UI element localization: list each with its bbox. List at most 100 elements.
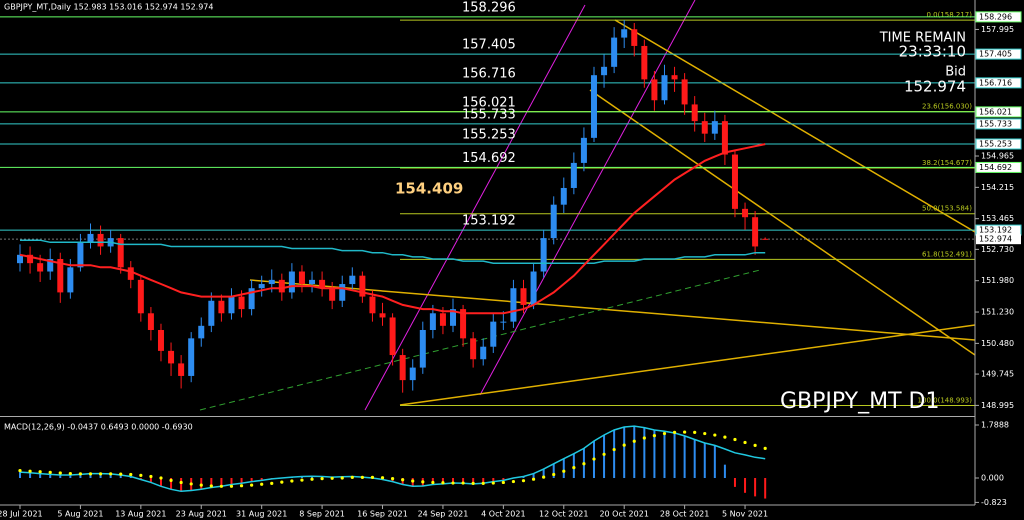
signal-dot — [149, 474, 153, 479]
candle-body — [510, 288, 517, 322]
signal-dot — [572, 466, 576, 470]
macd-bar — [109, 473, 112, 479]
level-label: 156.716 — [462, 66, 516, 81]
fib-label: 38.2(154.677) — [922, 159, 972, 167]
signal-dot — [592, 457, 596, 461]
level-tag — [975, 118, 1022, 130]
candle-body — [188, 338, 195, 376]
candle-body — [681, 79, 688, 105]
macd-bar — [69, 475, 72, 479]
macd-bar — [180, 478, 183, 492]
candle-body — [288, 271, 295, 293]
candle-body — [349, 275, 356, 285]
y-tick-label: 150.480 — [981, 339, 1014, 348]
macd-bar — [552, 463, 555, 479]
candle-body — [500, 321, 507, 323]
x-tick-label: 4 Oct 2021 — [481, 510, 525, 519]
signal-dot — [38, 470, 42, 474]
macd-bar — [754, 478, 757, 497]
candle-body — [97, 233, 104, 247]
x-tick-label: 5 Nov 2021 — [722, 510, 768, 519]
candle-body — [17, 254, 23, 264]
signal-dot — [48, 470, 52, 474]
signal-dot — [330, 476, 334, 480]
macd-bar — [562, 458, 565, 479]
macd-bar — [59, 475, 62, 479]
y-tick-label: 151.230 — [981, 308, 1014, 317]
level-tag — [975, 106, 1022, 118]
candle-body — [178, 363, 185, 376]
signal-dot — [431, 480, 435, 485]
signal-dot — [693, 430, 697, 434]
level-tag — [975, 11, 1022, 23]
candle-body — [268, 279, 275, 285]
signal-dot — [703, 431, 707, 436]
signal-dot — [753, 443, 757, 448]
y-tick-label: 153.465 — [981, 214, 1014, 223]
signal-dot — [582, 462, 586, 466]
candle-body — [560, 187, 567, 205]
price-annotation: 154.409 — [395, 180, 463, 198]
signal-dot — [88, 472, 93, 476]
signal-dot — [370, 475, 375, 480]
candle-body — [248, 288, 255, 310]
trend-line — [199, 269, 761, 411]
level-label: 154.692 — [462, 151, 516, 166]
level-label: 158.296 — [462, 0, 516, 15]
x-tick-label: 28 Jul 2021 — [0, 510, 43, 519]
fib-label: 23.6(156.030) — [922, 103, 972, 111]
signal-dot — [380, 476, 385, 480]
signal-dot — [441, 481, 445, 485]
fib-label: 0.0(158.217) — [926, 11, 972, 19]
candle-body — [731, 154, 738, 209]
candle-body — [742, 208, 749, 218]
macd-bar — [210, 478, 213, 488]
signal-dot — [491, 481, 495, 485]
level-label: 155.253 — [462, 127, 516, 142]
macd-line — [19, 425, 766, 493]
y-tick-label: 154.215 — [981, 183, 1014, 192]
macd-bar — [542, 469, 545, 479]
candle-body — [651, 79, 658, 101]
candle-body — [168, 350, 175, 364]
y-tick-label: 0.000 — [981, 474, 1004, 483]
macd-bar — [99, 473, 102, 479]
candle-body — [439, 313, 446, 326]
signal-dot — [602, 452, 606, 456]
signal-dot — [98, 472, 103, 476]
candle-body — [419, 329, 426, 368]
signal-dot — [421, 480, 425, 484]
candle-body — [691, 104, 698, 122]
x-tick-label: 8 Sep 2021 — [299, 510, 345, 519]
signal-dot — [652, 434, 657, 438]
signal-dot — [119, 472, 123, 476]
macd-bar — [230, 478, 233, 485]
x-tick-label: 12 Oct 2021 — [539, 510, 588, 519]
signal-dot — [340, 476, 344, 480]
moving-average — [19, 143, 766, 315]
candle-body — [540, 238, 547, 272]
candle-body — [530, 271, 537, 305]
fib-label: 100.0(148.993) — [918, 396, 973, 404]
signal-dot — [350, 475, 354, 480]
macd-bar — [39, 473, 42, 479]
macd-bar — [149, 478, 152, 483]
macd-bar — [603, 435, 606, 479]
candle-body — [429, 313, 436, 330]
macd-bar — [462, 478, 465, 484]
x-tick-label: 23 Aug 2021 — [176, 510, 227, 519]
signal-dot — [763, 446, 767, 450]
macd-bar — [643, 427, 646, 479]
candle-body — [570, 162, 577, 188]
candle-body — [228, 296, 235, 314]
candle-body — [218, 300, 225, 314]
level-tag-label: 158.296 — [979, 12, 1012, 21]
signal-dot — [260, 482, 264, 486]
candle-body — [198, 325, 205, 339]
candle-body — [87, 233, 94, 243]
candle-body — [37, 263, 44, 272]
watermark: GBPJPY_MT D1 — [780, 389, 939, 414]
macd-bar — [472, 478, 475, 484]
